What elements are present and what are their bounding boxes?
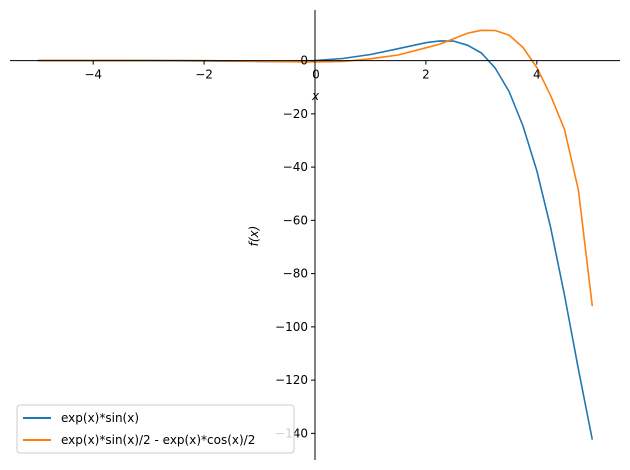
legend: exp(x)*sin(x) exp(x)*sin(x)/2 - exp(x)*c…: [16, 404, 295, 454]
legend-label-0: exp(x)*sin(x): [61, 411, 139, 425]
x-tick-label: −2: [195, 68, 213, 82]
y-tick-label: −60: [283, 213, 308, 227]
y-tick-label: 0: [300, 54, 308, 68]
y-tick-label: −80: [283, 267, 308, 281]
x-tick-label: 0: [312, 68, 320, 82]
x-tick-label: 2: [422, 68, 430, 82]
y-tick-label: −100: [275, 320, 308, 334]
x-tick-label: 4: [533, 68, 541, 82]
y-tick-label: −40: [283, 160, 308, 174]
y-tick-label: −120: [275, 373, 308, 387]
x-tick-label: −4: [84, 68, 102, 82]
x-axis-label: x: [311, 89, 320, 103]
y-tick-label: −20: [283, 107, 308, 121]
y-axis-label: f(x): [247, 226, 261, 247]
legend-label-1: exp(x)*sin(x)/2 - exp(x)*cos(x)/2: [61, 433, 255, 447]
legend-box: [16, 404, 295, 454]
